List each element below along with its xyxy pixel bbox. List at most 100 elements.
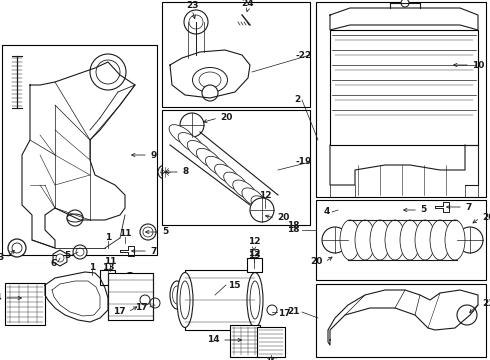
Text: 20: 20 xyxy=(220,113,232,122)
Text: 5: 5 xyxy=(420,206,426,215)
Ellipse shape xyxy=(224,172,247,191)
Circle shape xyxy=(73,245,87,259)
Ellipse shape xyxy=(187,140,212,161)
Circle shape xyxy=(387,202,403,218)
Text: 10: 10 xyxy=(472,60,485,69)
Text: 1: 1 xyxy=(89,262,95,271)
Circle shape xyxy=(457,305,477,325)
Circle shape xyxy=(140,295,150,305)
Ellipse shape xyxy=(251,196,273,214)
Circle shape xyxy=(401,0,409,7)
Text: 23: 23 xyxy=(186,0,198,9)
Bar xyxy=(162,110,310,225)
Text: 17: 17 xyxy=(135,303,148,312)
Ellipse shape xyxy=(177,273,193,328)
Text: -19: -19 xyxy=(295,158,312,166)
Circle shape xyxy=(250,198,274,222)
Text: 20: 20 xyxy=(277,213,290,222)
Text: -22: -22 xyxy=(296,50,312,59)
Ellipse shape xyxy=(169,125,195,145)
Bar xyxy=(100,270,115,285)
Text: 12: 12 xyxy=(259,190,271,199)
Bar xyxy=(316,200,486,280)
Text: 24: 24 xyxy=(242,0,254,8)
Text: 20: 20 xyxy=(482,213,490,222)
Text: 21: 21 xyxy=(288,307,300,316)
Text: 11: 11 xyxy=(104,257,116,266)
Circle shape xyxy=(67,210,83,226)
Text: 18: 18 xyxy=(288,220,300,230)
Circle shape xyxy=(143,227,153,237)
Circle shape xyxy=(76,248,84,256)
Ellipse shape xyxy=(124,279,136,301)
Text: 13: 13 xyxy=(102,264,114,273)
Circle shape xyxy=(184,10,208,34)
Circle shape xyxy=(150,298,160,308)
Ellipse shape xyxy=(370,220,390,260)
Bar xyxy=(108,273,153,320)
Circle shape xyxy=(158,165,172,179)
Circle shape xyxy=(390,205,400,215)
Text: 15: 15 xyxy=(228,280,241,289)
Circle shape xyxy=(90,54,126,90)
Text: 11: 11 xyxy=(119,229,131,238)
Text: 6: 6 xyxy=(50,258,56,267)
Ellipse shape xyxy=(215,164,238,184)
Text: 23: 23 xyxy=(482,298,490,307)
Ellipse shape xyxy=(196,148,221,168)
Circle shape xyxy=(180,113,204,137)
Ellipse shape xyxy=(199,72,221,88)
Ellipse shape xyxy=(170,281,184,309)
Ellipse shape xyxy=(172,286,181,304)
Bar xyxy=(247,258,262,272)
Bar xyxy=(230,325,260,357)
Ellipse shape xyxy=(400,220,420,260)
Circle shape xyxy=(96,60,120,84)
Text: 7: 7 xyxy=(465,202,471,211)
Circle shape xyxy=(140,224,156,240)
Bar xyxy=(162,2,310,107)
Circle shape xyxy=(322,227,348,253)
Circle shape xyxy=(334,206,342,214)
Text: 3: 3 xyxy=(0,253,4,262)
Ellipse shape xyxy=(121,273,139,307)
Circle shape xyxy=(12,243,22,253)
Ellipse shape xyxy=(247,273,263,328)
Ellipse shape xyxy=(340,220,360,260)
Bar xyxy=(5,283,45,325)
Bar xyxy=(2,45,157,255)
Text: 16: 16 xyxy=(265,357,277,360)
Ellipse shape xyxy=(67,214,83,222)
Text: 1: 1 xyxy=(105,233,111,242)
Text: 18: 18 xyxy=(288,225,300,234)
Text: 4: 4 xyxy=(323,207,330,216)
Ellipse shape xyxy=(193,68,227,93)
Ellipse shape xyxy=(180,281,190,319)
Circle shape xyxy=(457,227,483,253)
Text: 2: 2 xyxy=(294,95,300,104)
Bar xyxy=(330,30,478,145)
Text: 9: 9 xyxy=(150,150,156,159)
Circle shape xyxy=(267,305,277,315)
Ellipse shape xyxy=(385,220,405,260)
Ellipse shape xyxy=(205,156,230,176)
Ellipse shape xyxy=(430,220,450,260)
Text: 12: 12 xyxy=(248,249,260,258)
Ellipse shape xyxy=(242,188,264,207)
Text: 13: 13 xyxy=(248,252,260,261)
Bar xyxy=(257,327,285,357)
Text: 20: 20 xyxy=(311,257,323,266)
Text: 5: 5 xyxy=(64,251,70,260)
Ellipse shape xyxy=(415,220,435,260)
Ellipse shape xyxy=(445,220,465,260)
Bar xyxy=(316,2,486,197)
Circle shape xyxy=(202,85,218,101)
Text: 14: 14 xyxy=(0,293,2,302)
Text: 5: 5 xyxy=(162,228,168,237)
Ellipse shape xyxy=(233,180,256,199)
Text: 7: 7 xyxy=(150,247,156,256)
Circle shape xyxy=(189,15,203,29)
Bar xyxy=(185,270,255,330)
Ellipse shape xyxy=(250,281,260,319)
Text: 8: 8 xyxy=(182,167,188,176)
